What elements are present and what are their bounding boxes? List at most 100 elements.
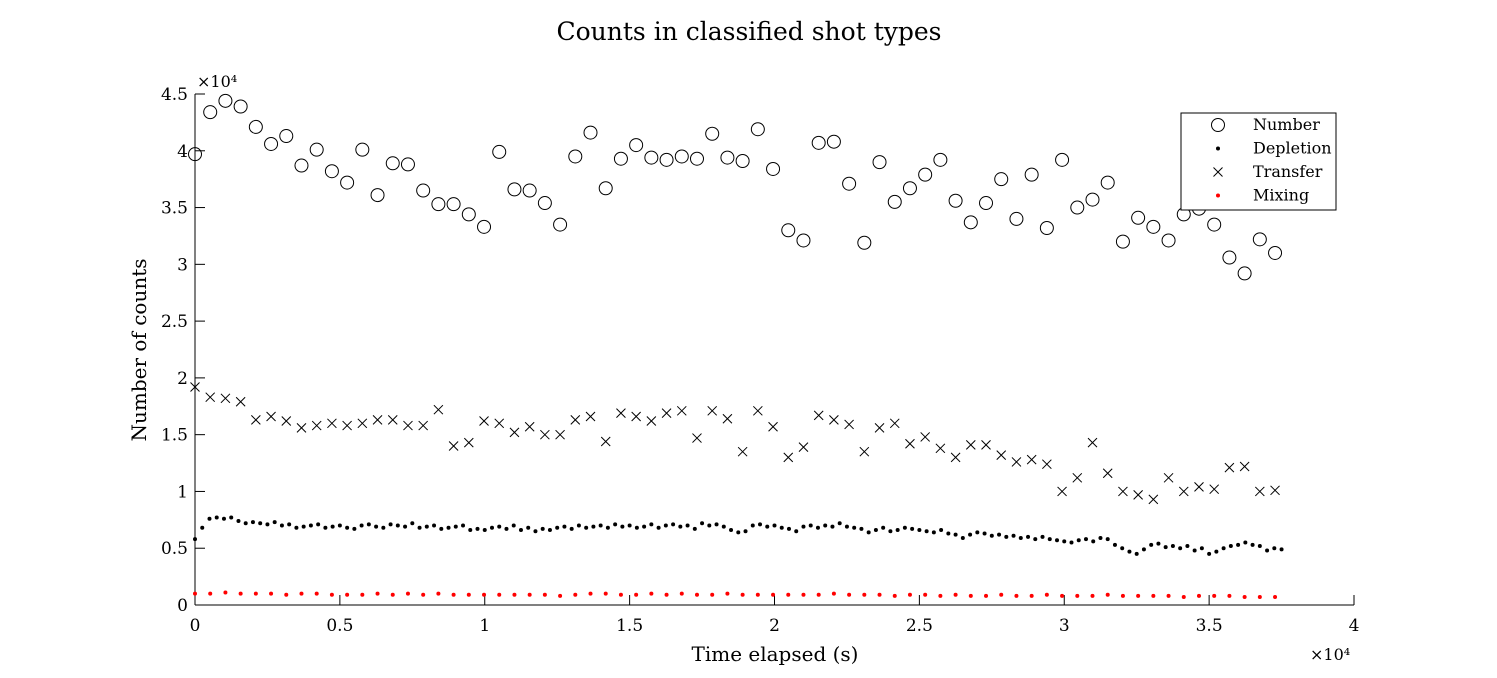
point-depletion [700, 521, 705, 526]
point-depletion [605, 525, 610, 530]
point-depletion [866, 530, 871, 535]
point-depletion [707, 523, 712, 528]
point-depletion [265, 522, 270, 527]
point-number [1237, 266, 1252, 281]
point-depletion [250, 520, 255, 525]
point-depletion [468, 528, 473, 533]
point-depletion [1250, 542, 1255, 547]
point-mixing [497, 592, 502, 597]
point-depletion [1076, 538, 1081, 543]
legend-items: Number Depletion Transfer Mixing [1211, 115, 1332, 205]
point-number [537, 196, 552, 211]
point-depletion [989, 533, 994, 538]
plot-background [195, 94, 1354, 605]
point-depletion [337, 523, 342, 528]
point-depletion [432, 523, 437, 528]
point-mixing [786, 592, 791, 597]
point-transfer [1118, 486, 1128, 497]
legend-label-depletion: Depletion [1253, 139, 1332, 158]
point-mixing [847, 592, 852, 597]
point-depletion [207, 516, 212, 521]
x-axis-label: Time elapsed (s) [692, 642, 859, 666]
point-mixing [558, 593, 563, 598]
point-depletion [859, 526, 864, 531]
point-depletion [931, 530, 936, 535]
point-number [264, 136, 279, 151]
x-stroke [1148, 494, 1159, 505]
point-depletion [1055, 538, 1060, 543]
point-depletion [1004, 534, 1009, 539]
point-mixing [603, 591, 608, 596]
point-depletion [482, 528, 487, 533]
point-depletion [852, 525, 857, 530]
point-transfer [905, 438, 915, 449]
legend-label-mixing: Mixing [1253, 186, 1309, 205]
point-mixing [238, 591, 243, 596]
legend-item-mixing: Mixing [1216, 186, 1309, 205]
point-number [294, 158, 309, 173]
y-tick-label: 0 [177, 596, 188, 616]
x-stroke [342, 420, 352, 431]
point-transfer [235, 396, 246, 407]
point-mixing [862, 592, 867, 597]
point-depletion [345, 525, 350, 530]
point-number [796, 233, 811, 248]
x-stroke [1270, 485, 1280, 496]
point-depletion [815, 525, 820, 530]
x-stroke [235, 396, 246, 407]
point-depletion [323, 525, 328, 530]
point-mixing [451, 592, 456, 597]
x-stroke [403, 420, 413, 431]
point-transfer [600, 436, 611, 447]
point-number [233, 99, 248, 114]
point-depletion [1134, 551, 1139, 556]
point-number [324, 164, 339, 179]
point-transfer [1178, 486, 1189, 497]
x-stroke [1011, 457, 1022, 467]
point-mixing [710, 592, 715, 597]
x-stroke [205, 392, 216, 403]
point-transfer [1133, 489, 1143, 500]
point-number [826, 134, 841, 149]
x-stroke [387, 415, 398, 425]
point-depletion [1207, 551, 1212, 556]
x-tick-label: 1.5 [616, 616, 643, 636]
point-depletion [504, 526, 509, 531]
point-mixing [223, 590, 228, 595]
y-axis-multiplier: ×10⁴ [197, 72, 237, 91]
point-mixing [1227, 593, 1232, 598]
point-depletion [960, 536, 965, 541]
x-tick-label: 0.5 [326, 616, 353, 636]
point-transfer [1087, 437, 1098, 448]
point-number [933, 152, 948, 167]
point-mixing [269, 591, 274, 596]
point-transfer [1102, 468, 1113, 479]
point-depletion [475, 526, 480, 531]
x-stroke [1209, 484, 1220, 495]
point-transfer [1270, 485, 1280, 496]
x-stroke [1026, 454, 1037, 465]
point-depletion [1047, 537, 1052, 542]
point-depletion [489, 525, 494, 530]
point-transfer [829, 415, 839, 425]
x-stroke [266, 411, 276, 422]
point-number [598, 181, 613, 196]
point-transfer [737, 446, 748, 457]
point-depletion [1120, 546, 1125, 551]
point-depletion [446, 525, 451, 530]
point-number [568, 149, 583, 164]
point-transfer [965, 440, 976, 450]
point-number [659, 152, 674, 167]
point-transfer [722, 413, 733, 424]
point-depletion [939, 528, 944, 533]
series-depletion [193, 515, 1284, 556]
point-depletion [301, 524, 306, 529]
point-mixing [1120, 593, 1125, 598]
point-depletion [410, 521, 415, 526]
point-number [477, 219, 492, 234]
point-depletion [1272, 546, 1277, 551]
point-mixing [284, 592, 289, 597]
point-transfer [1026, 454, 1037, 465]
point-depletion [424, 524, 429, 529]
point-depletion [765, 524, 770, 529]
